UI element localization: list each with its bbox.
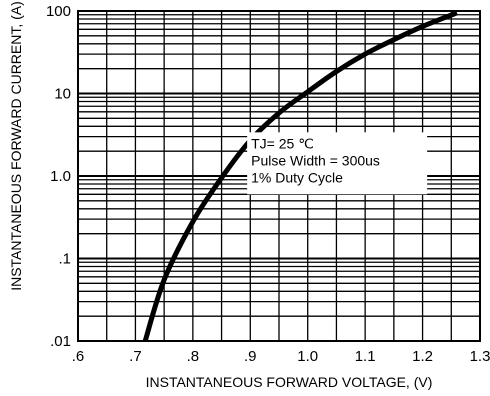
- x-tick-label: .6: [72, 348, 85, 365]
- x-tick-label: .8: [187, 348, 200, 365]
- x-tick-label: .9: [244, 348, 257, 365]
- y-axis-label: INSTANTANEOUS FORWARD CURRENT, (A): [8, 1, 24, 291]
- tick-labels: .6 .7 .8 .9 1.0 1.1 1.2 1.3 .01 .1 1.0 10 100: [46, 3, 490, 365]
- y-tick-label: 100: [46, 3, 71, 20]
- y-tick-label: 1.0: [50, 168, 71, 185]
- annotation-line: TJ= 25 ℃: [251, 135, 314, 151]
- annotation-background: [247, 132, 428, 195]
- plot-frame: [77, 10, 481, 342]
- y-tick-label: 10: [54, 86, 71, 103]
- x-tick-label: .7: [129, 348, 142, 365]
- x-tick-label: 1.1: [355, 348, 376, 365]
- x-tick-label: 1.3: [470, 348, 490, 365]
- annotation-line: 1% Duty Cycle: [251, 169, 343, 185]
- annotation-line: Pulse Width = 300us: [251, 152, 380, 168]
- x-tick-label: 1.2: [412, 348, 433, 365]
- curve-layer: [142, 10, 458, 342]
- y-tick-label: .01: [50, 333, 71, 350]
- forward-current-curve: [142, 10, 458, 342]
- x-axis-label: INSTANTANEOUS FORWARD VOLTAGE, (V): [146, 374, 433, 390]
- x-tick-label: 1.0: [297, 348, 318, 365]
- y-tick-label: .1: [58, 251, 71, 268]
